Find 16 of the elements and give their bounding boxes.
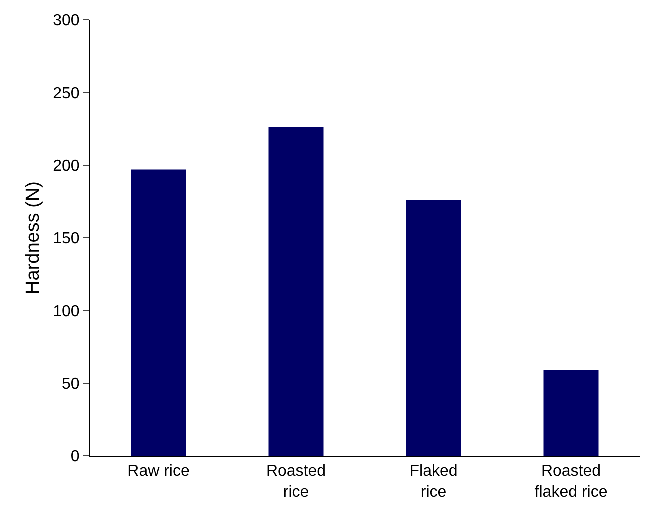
bar — [131, 170, 186, 456]
x-tick-label: Roasted flaked rice — [534, 463, 608, 501]
y-tick-label: 250 — [53, 85, 80, 102]
x-tick-label: Flaked rice — [410, 463, 458, 501]
x-tick-label: Raw rice — [128, 463, 190, 480]
y-tick-label: 100 — [53, 303, 80, 320]
y-tick-label: 150 — [53, 230, 80, 248]
y-tick-label: 0 — [70, 448, 80, 466]
y-tick-label: 300 — [53, 12, 80, 30]
y-axis-title: Hardness (N) — [22, 182, 44, 294]
bar — [544, 370, 599, 456]
bar — [406, 200, 462, 456]
bar — [268, 128, 324, 456]
y-tick-label: 50 — [62, 376, 80, 393]
y-tick-label: 200 — [53, 158, 80, 175]
x-tick-label: Roasted rice — [266, 463, 326, 501]
